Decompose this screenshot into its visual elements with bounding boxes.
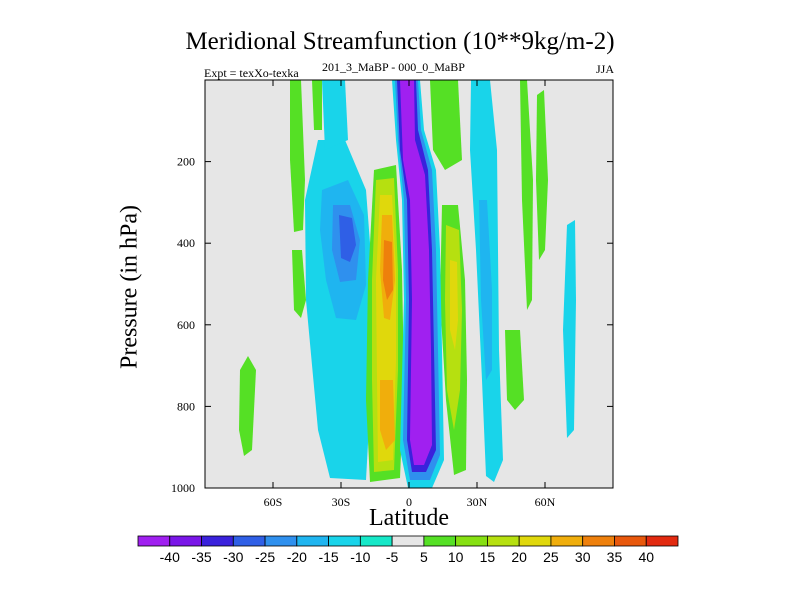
contour-negative-core (400, 80, 432, 465)
colorbar-swatch (423, 535, 457, 547)
colorbar-swatch (169, 535, 202, 547)
y-tick-label: 600 (177, 318, 195, 332)
colorbar-swatch (232, 535, 266, 547)
comparison-label: 201_3_MaBP - 000_0_MaBP (322, 60, 465, 74)
contour-fills (239, 80, 576, 488)
colorbar-label: -30 (223, 549, 243, 565)
contour-positive-south (292, 250, 306, 318)
colorbar-swatch (391, 535, 425, 547)
colorbar-swatch (487, 535, 520, 547)
colorbar-swatch (201, 535, 234, 547)
colorbar-label: 5 (420, 549, 428, 565)
colorbar-label: -35 (191, 549, 211, 565)
x-tick-label: 30N (467, 495, 488, 509)
colorbar-label: -25 (255, 549, 275, 565)
colorbar-swatch (137, 535, 171, 547)
colorbar-swatch (455, 535, 488, 547)
colorbar-swatch (359, 535, 393, 547)
colorbar-label: -40 (160, 549, 180, 565)
colorbar-swatch (582, 535, 615, 547)
contour-negative-south (339, 215, 356, 262)
colorbar-label: 10 (448, 549, 464, 565)
colorbar-swatch (328, 535, 361, 547)
chart-title: Meridional Streamfunction (10**9kg/m-2) (185, 28, 615, 55)
contour-positive-south (290, 80, 305, 232)
colorbar-swatch (550, 535, 584, 547)
colorbar-label: 40 (638, 549, 654, 565)
contour-positive-far-north (536, 90, 548, 260)
y-tick-label: 200 (177, 155, 195, 169)
colorbar-label: -10 (350, 549, 370, 565)
y-tick-label: 400 (177, 236, 195, 250)
x-axis-title: Latitude (369, 505, 449, 531)
y-tick-label: 1000 (171, 481, 195, 495)
contour-negative-south (322, 80, 348, 150)
colorbar-swatch (264, 535, 298, 547)
colorbar-swatch (614, 535, 647, 547)
contour-negative-north (479, 200, 492, 380)
contour-positive-south (380, 380, 395, 450)
colorbar-label: 20 (511, 549, 527, 565)
colorbar-label: -5 (386, 549, 399, 565)
colorbar-label: -15 (318, 549, 338, 565)
contour-negative-far-north (563, 220, 576, 438)
colorbar-label: 25 (543, 549, 559, 565)
x-tick-label: 0 (406, 495, 412, 509)
colorbar-label: 35 (607, 549, 623, 565)
colorbar-swatch (518, 535, 552, 547)
x-tick-label: 60N (535, 495, 556, 509)
contour-positive-south (312, 80, 322, 130)
contour-positive-far-north (520, 80, 533, 310)
x-tick-label: 60S (264, 495, 283, 509)
contour-positive-north (430, 80, 462, 170)
contour-positive-south (239, 356, 256, 456)
colorbar-swatch (645, 535, 679, 547)
contour-positive-north (450, 260, 458, 350)
colorbar-swatch (296, 535, 329, 547)
y-tick-label: 800 (177, 399, 195, 413)
colorbar-label: 15 (480, 549, 496, 565)
x-tick-label: 30S (332, 495, 351, 509)
colorbar-label: 30 (575, 549, 591, 565)
experiment-label: Expt = texXo-texka (204, 66, 299, 80)
contour-positive-north (505, 330, 524, 410)
colorbar-label: -20 (287, 549, 307, 565)
season-label: JJA (596, 62, 615, 76)
contour-positive-south (383, 240, 393, 300)
